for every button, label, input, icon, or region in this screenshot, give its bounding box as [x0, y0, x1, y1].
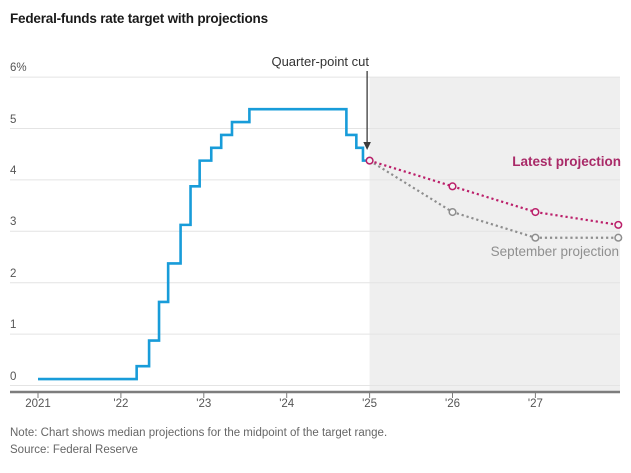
federal-funds-rate-target-history-line — [38, 107, 370, 381]
x-axis-label: 2021 — [25, 398, 51, 410]
x-axis-label: '27 — [527, 398, 543, 410]
september-projection-marker — [531, 233, 540, 242]
y-axis-label: 2 — [10, 267, 17, 280]
projection-region — [369, 77, 620, 391]
y-axis-label: 1 — [10, 319, 17, 332]
latest-projection-label: Latest projection — [512, 154, 621, 169]
x-axis-label: '24 — [279, 398, 295, 410]
latest-projection-marker — [531, 207, 540, 217]
september-projection-marker — [448, 207, 457, 217]
y-axis-label: 3 — [10, 216, 17, 229]
x-axis-label: '22 — [113, 398, 129, 410]
x-axis-label: '26 — [445, 398, 460, 410]
annotation-label: Quarter-point cut — [271, 54, 369, 69]
note-text: Note: Chart shows median projections for… — [10, 427, 388, 439]
latest-projection-marker — [614, 220, 623, 229]
chart-title: Federal-funds rate target with projectio… — [10, 11, 268, 26]
latest-projection-line — [369, 159, 619, 226]
y-axis-label: 0 — [10, 370, 17, 383]
x-axis-label: '25 — [362, 398, 378, 410]
latest-projection-marker — [365, 156, 374, 165]
x-axis-label: '23 — [196, 398, 212, 410]
annotation-arrowhead — [363, 142, 371, 150]
september-projection-marker — [614, 233, 623, 242]
y-axis-label: 5 — [10, 113, 17, 126]
source-text: Source: Federal Reserve — [10, 444, 138, 456]
y-axis-label: 4 — [10, 164, 17, 177]
y-axis-label: 6% — [10, 62, 27, 75]
september-projection-line — [369, 159, 619, 239]
september-projection-label: September projection — [490, 244, 619, 259]
latest-projection-marker — [448, 182, 457, 191]
